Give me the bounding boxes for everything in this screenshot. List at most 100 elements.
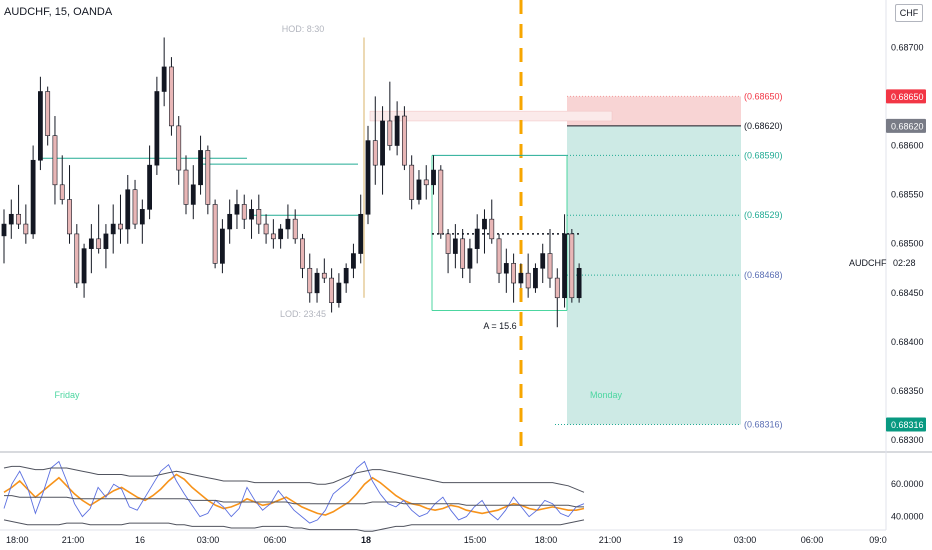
osc-tick-label: 60.0000 <box>891 479 924 489</box>
candle-body <box>452 238 458 254</box>
candle-body <box>409 164 415 200</box>
candle <box>52 116 58 205</box>
candle <box>387 81 393 151</box>
friday-label: Friday <box>54 390 80 400</box>
candle-body <box>67 199 72 235</box>
candle <box>321 258 327 284</box>
candle-body <box>234 204 240 215</box>
candle <box>547 229 553 288</box>
candle-body <box>423 179 429 186</box>
candle <box>270 219 276 249</box>
candle <box>190 165 196 220</box>
candle-body <box>496 238 502 274</box>
candle-body <box>547 253 553 279</box>
candle-body <box>249 209 254 220</box>
candle <box>445 229 451 274</box>
candle-body <box>23 223 29 235</box>
candle <box>88 224 94 274</box>
candle <box>372 96 378 185</box>
candle <box>45 86 51 146</box>
candle-body <box>285 218 291 230</box>
candle-body <box>518 272 524 284</box>
candle-body <box>176 125 182 171</box>
oscillator-series-line <box>4 495 584 508</box>
price-badge: 0.68316 <box>886 417 926 432</box>
candle <box>482 209 487 254</box>
candle-body <box>37 91 43 161</box>
candle-body <box>125 189 131 230</box>
candle-body <box>569 233 575 299</box>
candle-body <box>300 238 305 269</box>
candle <box>394 101 400 156</box>
candle-body <box>533 267 538 289</box>
candle <box>198 135 203 195</box>
candle-body <box>511 263 516 284</box>
candle <box>241 194 247 229</box>
candle-body <box>576 267 582 299</box>
currency-button[interactable]: CHF <box>895 4 923 22</box>
price-tick-label: 0.68600 <box>891 141 924 151</box>
monday-label: Monday <box>590 390 623 400</box>
candle-body <box>416 179 422 200</box>
price-badge-label: 0.68650 <box>891 92 924 102</box>
time-tick-label: 18:00 <box>535 535 558 545</box>
candle-body <box>431 169 436 186</box>
candle <box>292 209 298 244</box>
oscillator-pane: 60.0000 40.0000 <box>0 451 932 532</box>
time-tick-label: 16 <box>135 535 145 545</box>
candle <box>96 204 102 254</box>
candle <box>8 199 14 239</box>
candle-body <box>394 115 400 146</box>
price-badge-bg <box>886 417 926 432</box>
time-tick-label: 06:00 <box>264 535 287 545</box>
candle-body <box>205 150 211 205</box>
candle-body <box>16 213 21 225</box>
candle-body <box>256 209 262 225</box>
candle-body <box>88 238 94 249</box>
time-tick-label: 18 <box>361 535 371 545</box>
candle-body <box>190 184 196 205</box>
candle <box>431 155 436 195</box>
candle <box>132 179 138 229</box>
price-tick-label: 0.68700 <box>891 42 924 52</box>
candle-body <box>482 218 487 230</box>
candle <box>67 165 72 244</box>
candle-body <box>147 164 152 210</box>
price-badge-bg <box>886 89 926 104</box>
candle <box>576 263 582 303</box>
candle-body <box>132 189 138 225</box>
oscillator-series-line <box>3 465 585 493</box>
candle-body <box>438 169 444 235</box>
level-label: (0.68650) <box>744 91 783 101</box>
candle-body <box>489 218 495 240</box>
candle-body <box>45 91 51 136</box>
time-tick-label: 19 <box>673 535 683 545</box>
candle <box>511 253 516 303</box>
candle <box>278 224 284 249</box>
candle <box>227 199 233 244</box>
candle <box>147 145 152 220</box>
candle <box>256 194 262 234</box>
candle <box>336 273 342 308</box>
candle <box>285 204 291 239</box>
range-label: A = 15.6 <box>483 321 516 331</box>
candle-body <box>307 267 313 294</box>
candle <box>139 199 145 244</box>
candle-body <box>81 248 87 284</box>
candle-body <box>525 272 531 289</box>
candle <box>365 125 371 225</box>
candle-body <box>198 150 203 186</box>
time-tick-label: 18:00 <box>6 535 29 545</box>
candle <box>380 106 385 195</box>
candle-body <box>387 120 393 146</box>
candle-body <box>270 233 276 240</box>
candle-body <box>59 184 65 200</box>
price-tick-label: 0.68350 <box>891 386 924 396</box>
candle <box>351 243 356 279</box>
lod-label: LOD: 23:45 <box>280 309 326 319</box>
candle <box>518 263 524 288</box>
candle-body <box>8 213 14 225</box>
candle-body <box>52 135 58 186</box>
candle-body <box>460 238 466 269</box>
candle <box>540 243 546 284</box>
